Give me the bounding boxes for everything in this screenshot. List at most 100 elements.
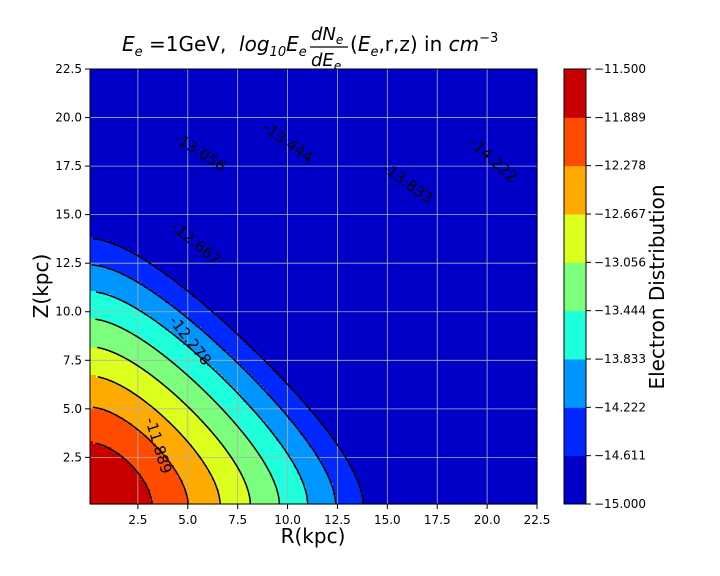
contour-band-cell bbox=[219, 345, 250, 349]
contour-band-cell bbox=[90, 393, 136, 397]
x-tick-label: 2.5 bbox=[128, 513, 147, 527]
y-tick-label: 7.5 bbox=[63, 353, 82, 367]
contour-band-cell bbox=[90, 183, 538, 187]
contour-band-cell bbox=[288, 384, 538, 388]
title-args-E-sub: e bbox=[370, 45, 378, 60]
contour-band-cell bbox=[225, 378, 256, 382]
contour-band-cell bbox=[90, 96, 538, 100]
title-num: dN bbox=[311, 24, 336, 45]
colorbar-tick-label: −14.611 bbox=[594, 449, 646, 463]
contour-band-cell bbox=[144, 285, 184, 289]
contour-band-cell bbox=[108, 321, 160, 325]
contour-band-cell bbox=[231, 456, 262, 460]
contour-band-cell bbox=[90, 396, 142, 400]
contour-band-cell bbox=[90, 441, 94, 445]
contour-band-cell bbox=[135, 306, 175, 310]
contour-band-cell bbox=[162, 297, 199, 301]
contour-band-cell bbox=[315, 450, 343, 454]
contour-band-cell bbox=[279, 492, 307, 496]
colorbar-label: Electron Distribution bbox=[645, 184, 669, 389]
contour-band-cell bbox=[345, 453, 538, 457]
contour-band-cell bbox=[90, 162, 538, 166]
contour-band-cell bbox=[90, 288, 151, 292]
contour-band-cell bbox=[90, 105, 538, 109]
contour-band-cell bbox=[264, 387, 292, 391]
contour-band-cell bbox=[243, 474, 271, 478]
contour-band-cell bbox=[90, 423, 133, 427]
contour-band-cell bbox=[246, 483, 277, 487]
contour-band-cell bbox=[189, 405, 220, 409]
contour-band-cell bbox=[117, 414, 163, 418]
contour-band-cell bbox=[90, 345, 154, 349]
contour-band-cell bbox=[90, 174, 538, 178]
contour-band-cell bbox=[351, 468, 538, 472]
contour-band-cell bbox=[333, 489, 361, 493]
contour-band-cell bbox=[90, 246, 124, 250]
contour-band-cell bbox=[276, 438, 307, 442]
contour-band-cell bbox=[144, 369, 184, 373]
contour-band-cell bbox=[177, 429, 211, 433]
colorbar-tick-label: −12.278 bbox=[594, 159, 646, 173]
colorbar-band bbox=[564, 165, 586, 215]
contour-band-cell bbox=[90, 126, 538, 130]
contour-band-cell bbox=[207, 363, 241, 367]
contour-band-cell bbox=[300, 477, 331, 481]
contour-band-cell bbox=[126, 387, 169, 391]
contour-band-cell bbox=[255, 411, 286, 415]
contour-band-cell bbox=[297, 393, 538, 397]
contour-band-cell bbox=[318, 417, 538, 421]
contour-band-cell bbox=[90, 90, 538, 94]
contour-band-cell bbox=[204, 423, 238, 427]
contour-band-cell bbox=[204, 390, 238, 394]
contour-band-cell bbox=[90, 429, 139, 433]
contour-band-cell bbox=[153, 501, 190, 505]
svg-text:dEe: dEe bbox=[311, 50, 341, 73]
contour-band-cell bbox=[147, 435, 184, 439]
contour-band-cell bbox=[153, 318, 190, 322]
contour-band-cell bbox=[156, 378, 193, 382]
contour-band-cell bbox=[108, 240, 538, 244]
contour-band-cell bbox=[90, 459, 127, 463]
contour-band-cell bbox=[90, 363, 136, 367]
contour-band-cell bbox=[189, 441, 220, 445]
contour-band-cell bbox=[306, 492, 334, 496]
contour-band-cell bbox=[357, 480, 538, 484]
contour-band-cell bbox=[261, 456, 292, 460]
contour-band-cell bbox=[267, 423, 295, 427]
contour-band-cell bbox=[213, 480, 247, 484]
contour-band-cell bbox=[333, 492, 364, 496]
contour-band-cell bbox=[90, 135, 538, 139]
contour-band-cell bbox=[240, 393, 268, 397]
contour-band-cell bbox=[90, 348, 106, 352]
contour-band-cell bbox=[90, 129, 538, 133]
contour-band-cell bbox=[90, 462, 130, 466]
contour-band-cell bbox=[153, 264, 538, 268]
contour-band-cell bbox=[291, 456, 319, 460]
contour-band-cell bbox=[240, 429, 271, 433]
contour-band-cell bbox=[306, 486, 334, 490]
contour-band-cell bbox=[162, 270, 538, 274]
contour-band-cell bbox=[231, 384, 262, 388]
colorbar-tick-label: −13.444 bbox=[594, 304, 646, 318]
contour-band-cell bbox=[234, 420, 265, 424]
contour-band-cell bbox=[90, 489, 151, 493]
contour-band-cell bbox=[90, 405, 151, 409]
colorbar-band bbox=[564, 310, 586, 360]
contour-band-cell bbox=[186, 489, 220, 493]
contour-band-cell bbox=[117, 297, 163, 301]
contour-band-cell bbox=[219, 495, 250, 499]
contour-band-cell bbox=[234, 387, 265, 391]
contour-band-cell bbox=[273, 480, 304, 484]
contour-band-cell bbox=[300, 474, 328, 478]
contour-band-cell bbox=[234, 462, 265, 466]
contour-band-cell bbox=[351, 465, 538, 469]
contour-band-cell bbox=[327, 474, 355, 478]
contour-band-cell bbox=[288, 414, 316, 418]
contour-band-cell bbox=[213, 339, 244, 343]
contour-band-cell bbox=[111, 294, 160, 298]
contour-band-cell bbox=[228, 453, 259, 457]
contour-band-cell bbox=[231, 354, 262, 358]
contour-band-cell bbox=[90, 285, 145, 289]
contour-band-cell bbox=[90, 399, 145, 403]
contour-band-cell bbox=[210, 471, 241, 475]
